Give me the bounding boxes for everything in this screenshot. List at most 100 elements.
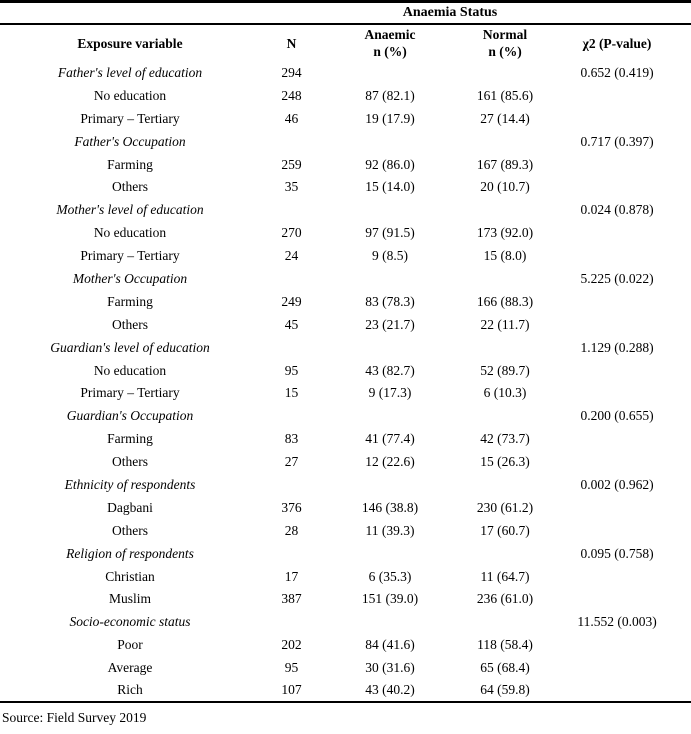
table-cell: Guardian's Occupation	[66, 408, 194, 424]
table-cell	[565, 588, 691, 611]
col-header-sublabel: n (%)	[488, 44, 522, 59]
table-cell	[240, 336, 335, 359]
table-cell: 95	[284, 660, 299, 676]
table-row: No education 270 97 (91.5) 173 (92.0)	[0, 222, 691, 245]
col-header-anaemic: Anaemic n (%)	[335, 24, 445, 62]
spanner-title: Anaemia Status	[335, 1, 566, 25]
table-row: Primary – Tertiary 15 9 (17.3) 6 (10.3)	[0, 382, 691, 405]
table-cell: 23 (21.7)	[365, 316, 415, 332]
table-row: Guardian's Occupation 0.200 (0.655)	[0, 405, 691, 428]
table-cell: Primary – Tertiary	[80, 248, 180, 264]
table-cell: 22 (11.7)	[480, 316, 530, 332]
table-cell: 95	[284, 362, 299, 378]
table-cell: 173 (92.0)	[476, 225, 534, 241]
table-cell: 259	[281, 156, 302, 172]
table-row: Christian 17 6 (35.3) 11 (64.7)	[0, 565, 691, 588]
table-cell: Dagbani	[107, 499, 153, 515]
table-cell: 249	[281, 293, 302, 309]
table-cell	[335, 405, 445, 428]
table-cell	[565, 313, 691, 336]
table-body: Father's level of education 294 0.652 (0.4…	[0, 62, 691, 703]
col-header-chi2-pvalue: χ2 (P-value)	[565, 24, 691, 62]
table-cell: 294	[281, 64, 302, 80]
table-cell: 83 (78.3)	[365, 293, 415, 309]
col-header-label: Exposure variable	[77, 35, 183, 51]
table-cell: 27	[284, 454, 299, 470]
table-cell: Muslim	[108, 591, 151, 607]
table-cell	[335, 336, 445, 359]
table-cell	[565, 451, 691, 474]
table-row: Rich 107 43 (40.2) 64 (59.8)	[0, 680, 691, 703]
table-cell: 166 (88.3)	[476, 293, 534, 309]
table-cell: 35	[284, 179, 299, 195]
table-cell: No education	[93, 225, 167, 241]
table-cell: 9 (8.5)	[372, 248, 408, 264]
table-cell	[565, 290, 691, 313]
table-cell: Mother's Occupation	[72, 270, 188, 286]
table-cell: Others	[112, 454, 148, 470]
table-cell: 92 (86.0)	[365, 156, 415, 172]
table-cell: 151 (39.0)	[361, 591, 419, 607]
table-cell	[240, 405, 335, 428]
table-cell: 118 (58.4)	[477, 637, 533, 653]
table-cell: 11.552 (0.003)	[577, 614, 657, 630]
table-cell: 6 (10.3)	[483, 385, 527, 401]
col-header-label: χ2 (P-value)	[582, 35, 652, 51]
table-cell: 11 (64.7)	[480, 568, 530, 584]
table-cell: Average	[107, 660, 153, 676]
table-cell: 202	[281, 637, 302, 653]
table-row: Religion of respondents 0.095 (0.758)	[0, 542, 691, 565]
table-cell: 42 (73.7)	[480, 431, 530, 447]
table-row: Average 95 30 (31.6) 65 (68.4)	[0, 657, 691, 680]
table-cell: 161 (85.6)	[476, 87, 534, 103]
col-header-label: Normal	[482, 27, 528, 42]
table-cell: 64 (59.8)	[480, 682, 530, 698]
table-cell: 97 (91.5)	[365, 225, 415, 241]
table-cell: Farming	[107, 431, 153, 447]
table-cell: 107	[281, 682, 302, 698]
table-cell	[565, 519, 691, 542]
table-cell: 0.002 (0.962)	[580, 476, 654, 492]
table-cell: 0.717 (0.397)	[580, 133, 654, 149]
table-cell: 1.129 (0.288)	[580, 339, 654, 355]
table-cell: 0.024 (0.878)	[580, 202, 654, 218]
table-cell: 0.095 (0.758)	[580, 545, 654, 561]
table-row: Others 27 12 (22.6) 15 (26.3)	[0, 451, 691, 474]
table-row: Farming 249 83 (78.3) 166 (88.3)	[0, 290, 691, 313]
column-header-row: Exposure variable N Anaemic n (%) Normal…	[0, 24, 691, 62]
table-row: Farming 259 92 (86.0) 167 (89.3)	[0, 153, 691, 176]
table-cell: Ethnicity of respondents	[64, 476, 196, 492]
table-cell: 43 (40.2)	[365, 682, 415, 698]
table-cell: Rich	[117, 682, 143, 698]
table-cell: 27 (14.4)	[480, 110, 530, 126]
spanner-empty-left	[0, 1, 335, 25]
table-cell	[445, 62, 565, 85]
table-cell: 6 (35.3)	[368, 568, 412, 584]
table-row: No education 248 87 (82.1) 161 (85.6)	[0, 84, 691, 107]
table-cell	[445, 268, 565, 291]
table-cell	[565, 176, 691, 199]
table-cell: Others	[112, 316, 148, 332]
table-cell	[240, 542, 335, 565]
table-cell	[240, 199, 335, 222]
table-row: Primary – Tertiary 24 9 (8.5) 15 (8.0)	[0, 245, 691, 268]
table-cell	[565, 84, 691, 107]
table-cell: 43 (82.7)	[365, 362, 415, 378]
table-cell	[445, 611, 565, 634]
col-header-label: N	[286, 35, 297, 51]
table-cell: 45	[284, 316, 299, 332]
col-header-exposure-variable: Exposure variable	[0, 24, 240, 62]
col-header-label: Anaemic	[364, 27, 416, 42]
table-cell	[335, 199, 445, 222]
table-cell	[240, 268, 335, 291]
table-cell: 65 (68.4)	[480, 660, 530, 676]
table-cell: Farming	[107, 293, 153, 309]
table-row: Mother's Occupation 5.225 (0.022)	[0, 268, 691, 291]
table-cell	[335, 130, 445, 153]
table-cell	[335, 268, 445, 291]
table-row: Ethnicity of respondents 0.002 (0.962)	[0, 474, 691, 497]
table-cell	[240, 130, 335, 153]
table-cell	[565, 245, 691, 268]
table-row: Father's Occupation 0.717 (0.397)	[0, 130, 691, 153]
spanner-row: Anaemia Status	[0, 1, 691, 25]
